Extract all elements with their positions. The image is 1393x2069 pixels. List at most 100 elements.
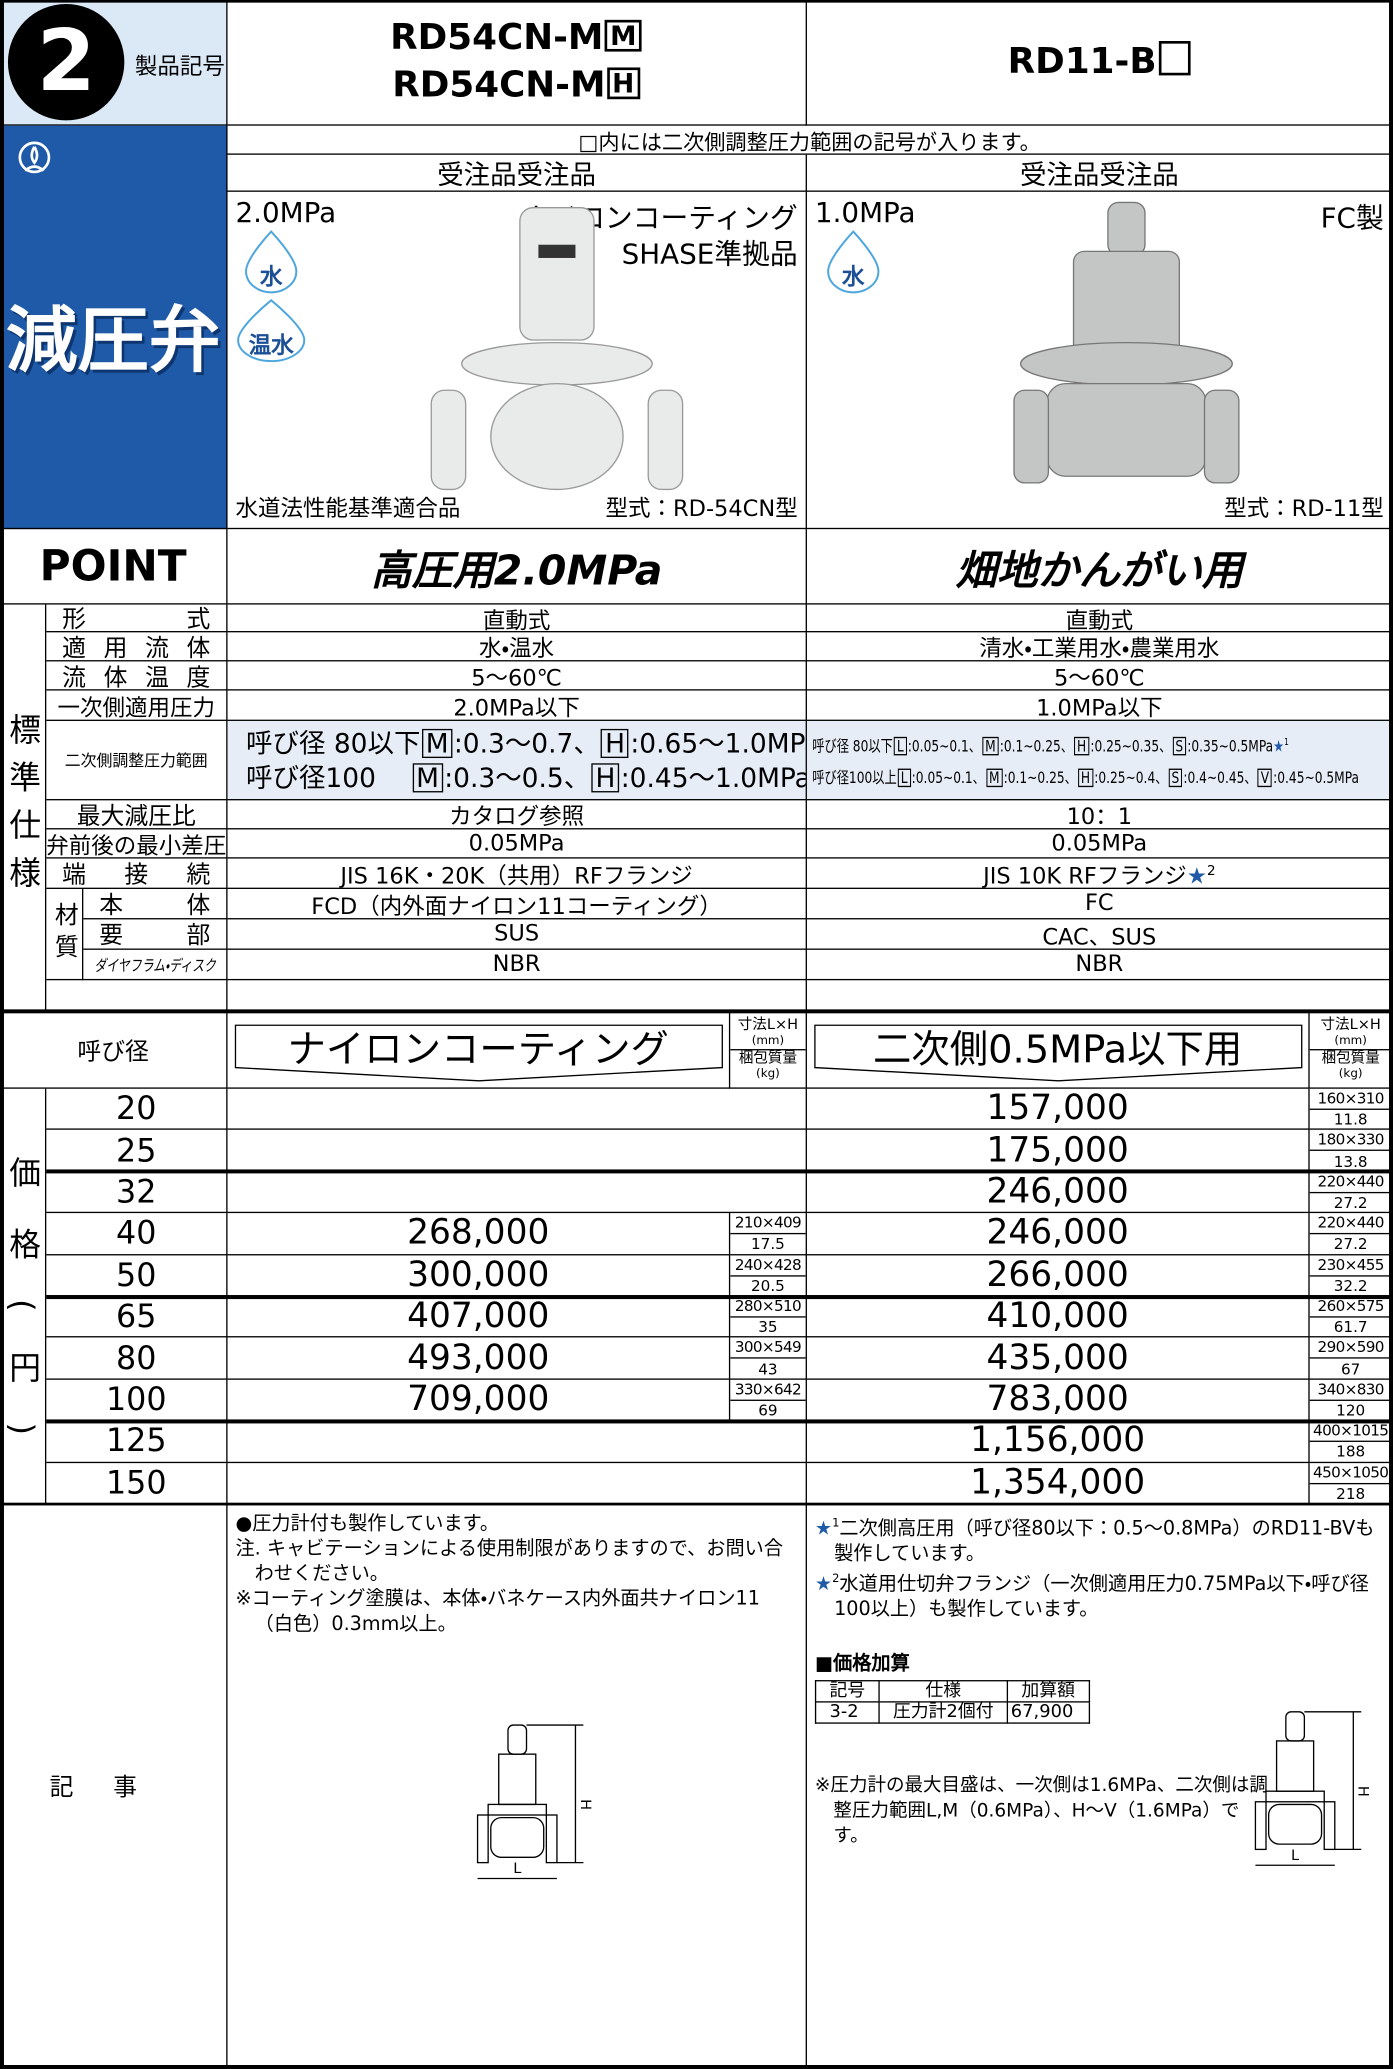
order-text: 受注品 [1019, 158, 1100, 191]
valve-photo [430, 207, 684, 491]
weight: 27.2 [1333, 1234, 1368, 1254]
spec-value-cell: 水・温水 [227, 632, 807, 662]
flange-left [430, 389, 467, 491]
text: 呼び径 80以下 [246, 726, 421, 759]
price: 157,000 [986, 1088, 1129, 1129]
text: :0.65〜1.0MPa 注. [630, 726, 807, 759]
category-title: 減圧弁 [5, 298, 221, 382]
dim-cell: 240×428 20.5 [730, 1254, 807, 1297]
note: □内には二次側調整圧力範囲の記号が入ります。 [578, 128, 1041, 155]
diagram-flange-right [545, 1814, 558, 1864]
weight: 120 [1336, 1400, 1366, 1420]
size: 25 [116, 1131, 157, 1169]
spec-line: 呼び径100 M:0.3〜0.5、 H:0.45〜1.0MPa [246, 760, 806, 794]
body [490, 382, 624, 491]
spec-value-cell: 呼び径 80以下 L:0.05~0.1、 M:0.1~0.25、 H:0.25~0.3… [806, 720, 1393, 801]
size: 20 [116, 1090, 157, 1128]
model-name: RD54CN-M H [392, 62, 641, 110]
product-image-cell: 1.0MPa FC製水型式：RD-11型 [806, 191, 1393, 530]
spec-value-cell: 5〜60℃ [227, 661, 807, 691]
spec-label: 要部 [99, 922, 211, 950]
dimension: 210×409 [730, 1213, 806, 1235]
star: ★ [814, 1518, 833, 1540]
dimension: 450×1050 [1309, 1463, 1392, 1484]
group-divider [46, 1169, 1393, 1174]
size-cell: 25 [46, 1130, 228, 1172]
body [1046, 382, 1207, 477]
boxed-symbol: L [897, 768, 911, 788]
spec-label-cell: 要部 [83, 919, 228, 950]
dim-cell: 290×590 67 [1309, 1337, 1393, 1380]
text: :0.25~0.4、 [1094, 768, 1168, 788]
dimension: 160×310 [1309, 1089, 1392, 1110]
price: 709,000 [407, 1379, 550, 1420]
dim-cell: 210×409 17.5 [730, 1213, 807, 1255]
price: 175,000 [986, 1130, 1129, 1171]
dimension: 230×455 [1309, 1255, 1392, 1277]
price-cell: 175,000 [806, 1130, 1310, 1172]
dim-label-h: H [577, 1799, 592, 1810]
price-cell: 266,000 [806, 1254, 1310, 1297]
weight: 11.8 [1333, 1110, 1368, 1129]
weight: 188 [1336, 1442, 1366, 1461]
pressure: 1.0MPa [814, 197, 916, 229]
spec-value-cell: FC [806, 888, 1393, 920]
drop-shape [245, 230, 298, 294]
spec-line: 呼び径100以上 L:0.05~0.1、 M:0.1~0.25、 H:0.25~0.4… [812, 762, 1382, 794]
price-cell: 1,354,000 [806, 1462, 1310, 1505]
surcharge-title: ■価格加算 [814, 1653, 910, 1675]
nameplate [538, 244, 576, 258]
model-cell: RD54CN-M M RD54CN-M H [227, 0, 807, 126]
diagram-spring-case [1275, 1740, 1315, 1792]
remarks-label: 記事 [49, 1773, 177, 1802]
table-row: 3-2 圧力計2個付 67,900 [814, 1700, 1090, 1724]
model-box: H [606, 67, 640, 100]
price: 300,000 [407, 1255, 550, 1295]
feature: FC製 [1320, 202, 1384, 235]
spec-value-cell: 0.05MPa [806, 829, 1393, 859]
drop-outline [237, 299, 306, 363]
empty-cell [806, 980, 1393, 1013]
price-cell: 246,000 [806, 1171, 1310, 1214]
dim-header-cell: 寸法L×H (mm) 梱包質量 (kg) [730, 1012, 807, 1089]
price: 1,156,000 [970, 1421, 1146, 1461]
remarks-label-cell: 記事 [0, 1504, 228, 2069]
text: :0.35~0.5MPa [1187, 736, 1274, 756]
price: 493,000 [407, 1338, 550, 1378]
empty-price-cell [227, 1130, 807, 1172]
size: 100 [105, 1381, 167, 1419]
dim-cell: 340×830 120 [1309, 1379, 1393, 1422]
size-label: 呼び径 [77, 1037, 149, 1066]
spec-value-cell: FCD（内外面ナイロン11コーティング） [227, 888, 807, 920]
price: 268,000 [407, 1213, 550, 1254]
dimension: 180×330 [1309, 1130, 1392, 1152]
weight: 20.5 [750, 1276, 785, 1295]
surcharge-table: 記号 仕様 加算額 3-2 圧力計2個付 67,900 [814, 1679, 1090, 1724]
footnote: ※圧力計の最大目盛は、一次側は1.6MPa、二次側は調整圧力範囲L,M（0.6M… [814, 1774, 1268, 1847]
dim-cell: 220×440 27.2 [1309, 1171, 1393, 1214]
footnote-mark: 2 [832, 1572, 840, 1586]
spec-value: 10：1 [1066, 804, 1133, 830]
drop-shape [237, 299, 306, 363]
spec-label-cell: 適用流体 [46, 632, 228, 662]
spec-value: JIS 16K・20K（共用）RFフランジ [340, 863, 693, 889]
weight: 43 [758, 1359, 778, 1378]
order-text: 受注品 [516, 158, 596, 191]
weight: 13.8 [1333, 1151, 1368, 1171]
model-box: M [604, 19, 642, 52]
remarks-cell: ★1二次側高圧用（呼び径80以下：0.5〜0.8MPa）のRD11-BVも製作し… [806, 1504, 1393, 2069]
spec-value: 直動式 [482, 607, 551, 633]
text: :0.1~0.25、 [999, 736, 1073, 756]
diaphragm [1019, 341, 1233, 386]
spec-value-cell: 直動式 [227, 604, 807, 633]
text: :0.1~0.25、 [1003, 768, 1077, 788]
model-text: RD54CN-M [390, 17, 604, 59]
diagram-flange-left [476, 1814, 489, 1864]
price: 410,000 [986, 1296, 1129, 1337]
price-cell: 493,000 [227, 1337, 731, 1380]
table-cell: 67,900 [1006, 1700, 1090, 1724]
dimension-diagram: LH [476, 1724, 592, 1880]
spec-value: 5〜60℃ [1053, 665, 1145, 691]
